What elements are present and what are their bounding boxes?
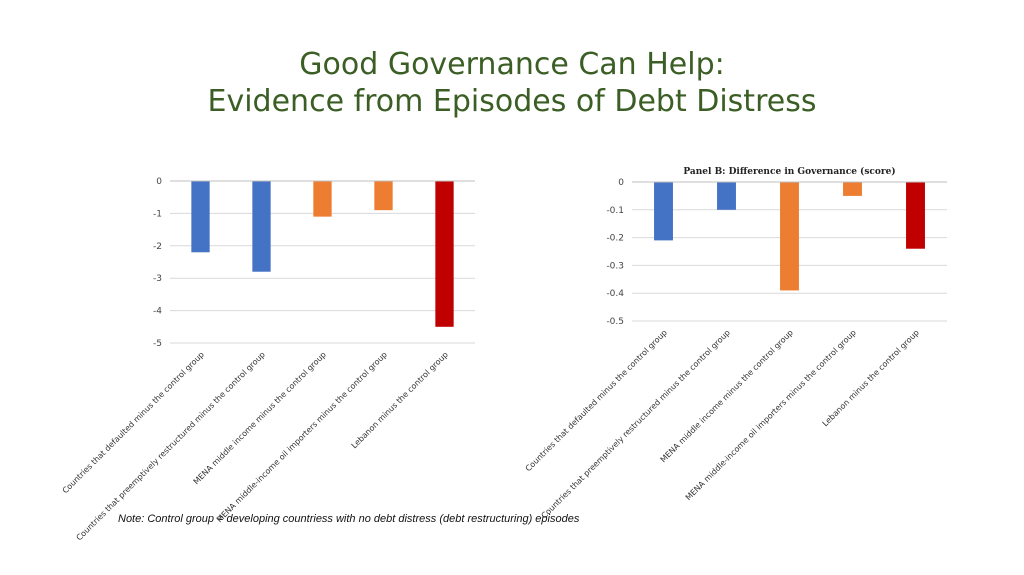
y-tick-label: 0 [156,177,162,187]
chart-title: Panel B: Difference in Governance (score… [683,166,895,177]
y-tick-label: -0.1 [606,206,624,216]
y-tick-label: -1 [153,209,162,219]
category-label: Countries that defaulted minus the contr… [61,350,206,495]
category-label: MENA middle income minus the control gro… [659,328,795,464]
bar [654,182,673,241]
category-label: Countries that defaulted minus the contr… [524,328,669,473]
bar [780,182,799,291]
bar [435,181,454,327]
category-label: Lebanon minus the control group [350,350,450,450]
y-tick-label: 0 [618,178,624,188]
title-line-2: Evidence from Episodes of Debt Distress [207,84,817,119]
y-tick-label: -3 [153,274,162,284]
category-label: MENA middle income minus the control gro… [192,350,328,486]
chart-panel-b: Panel B: Difference in Governance (score… [524,166,947,520]
bar [191,181,210,253]
bar [717,182,736,210]
y-tick-label: -0.2 [606,234,624,244]
footnote: Note: Control group = developing countri… [118,513,580,525]
bar [252,181,271,272]
y-tick-label: -0.3 [606,261,624,271]
slide-title: Good Governance Can Help: Evidence from … [0,46,1024,120]
y-tick-label: -0.5 [606,317,624,327]
title-line-1: Good Governance Can Help: [299,47,725,82]
bar [843,182,862,196]
y-tick-label: -5 [153,339,162,349]
y-tick-label: -0.4 [606,289,624,299]
bar [906,182,925,249]
y-tick-label: -2 [153,242,162,252]
y-tick-label: -4 [153,307,162,317]
bar [374,181,393,211]
bar [313,181,332,217]
